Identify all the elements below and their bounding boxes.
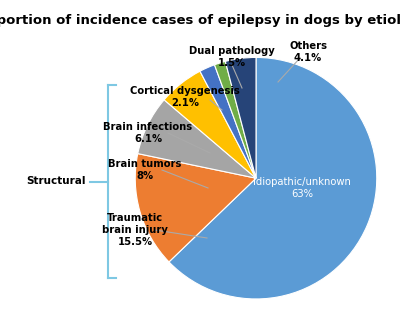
Text: Idiopathic/unknown
63%: Idiopathic/unknown 63% bbox=[253, 177, 351, 199]
Text: Dual pathology
1.5%: Dual pathology 1.5% bbox=[189, 46, 275, 68]
Wedge shape bbox=[164, 71, 256, 178]
Wedge shape bbox=[169, 57, 377, 299]
Text: Proportion of incidence cases of epilepsy in dogs by etiology: Proportion of incidence cases of epileps… bbox=[0, 14, 400, 27]
Text: Cortical dysgenesis
2.1%: Cortical dysgenesis 2.1% bbox=[130, 86, 240, 108]
Text: Structural: Structural bbox=[26, 177, 86, 187]
Text: Brain tumors
8%: Brain tumors 8% bbox=[108, 159, 182, 181]
Wedge shape bbox=[225, 57, 256, 178]
Text: Others
4.1%: Others 4.1% bbox=[289, 41, 327, 63]
Wedge shape bbox=[214, 61, 256, 178]
Text: Brain infections
6.1%: Brain infections 6.1% bbox=[104, 122, 192, 144]
Wedge shape bbox=[200, 65, 256, 178]
Text: Traumatic
brain injury
15.5%: Traumatic brain injury 15.5% bbox=[102, 214, 168, 247]
Wedge shape bbox=[135, 154, 256, 262]
Wedge shape bbox=[138, 100, 256, 178]
